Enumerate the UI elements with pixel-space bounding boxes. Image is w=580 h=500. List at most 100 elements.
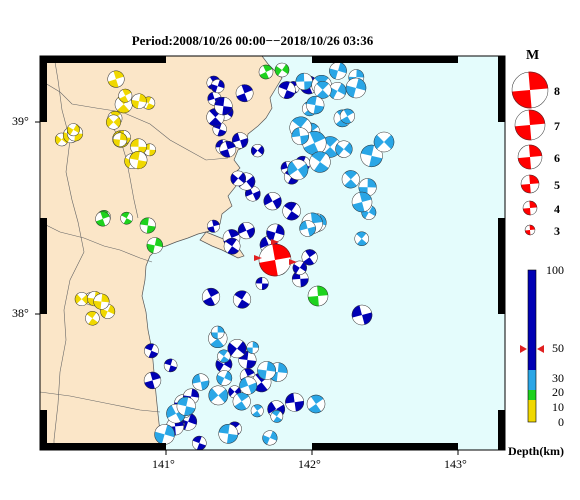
mag-label-4: 4 [554, 202, 560, 216]
depth-tick-20: 20 [552, 385, 564, 399]
event-beachball-104 [313, 81, 332, 99]
event-beachball-118 [208, 385, 229, 406]
event-beachball-offshore-1 [351, 191, 373, 213]
map-frame [35, 55, 506, 455]
event-beachball-128 [192, 373, 210, 391]
mag-label-8: 8 [554, 84, 560, 98]
depth-marker-triangle-1 [537, 345, 544, 354]
event-beachball-64 [277, 81, 296, 99]
map-title: Period:2008/10/26 00:00−−2018/10/26 03:3… [131, 33, 374, 48]
magnitude-legend-ball-7 [514, 109, 546, 141]
magnitude-legend-header: M [526, 48, 540, 63]
mag-label-7: 7 [554, 119, 560, 133]
event-beachball-offshore-3 [307, 285, 329, 307]
event-beachball-129 [176, 396, 196, 416]
lon-label-143: 143° [444, 457, 467, 471]
depth-tick-10: 10 [552, 400, 564, 414]
depth-axis-label: Depth(km) [508, 444, 564, 458]
event-beachball-offshore-4 [306, 394, 326, 414]
magnitude-legend-ball-5 [520, 174, 540, 194]
lat-label-38: 38° [12, 306, 29, 320]
event-beachball-35 [223, 237, 241, 255]
event-beachball-51 [201, 287, 221, 307]
event-beachball-offshore-5 [345, 77, 367, 99]
depth-marker-triangle-0 [520, 345, 527, 354]
event-beachball-88 [354, 231, 369, 246]
event-beachball-52 [266, 223, 285, 242]
mag-label-3: 3 [554, 224, 560, 238]
event-beachball-72 [285, 392, 305, 412]
main-shock-marker-2 [271, 239, 279, 245]
event-beachball-43 [263, 192, 282, 211]
event-beachball-59 [210, 79, 225, 94]
event-beachball-38 [291, 270, 309, 288]
event-beachball-86 [163, 358, 178, 373]
event-beachball-offshore-6 [373, 131, 395, 153]
event-beachball-57 [232, 290, 252, 309]
event-beachball-17 [66, 123, 80, 137]
event-beachball-54 [255, 276, 269, 291]
magnitude-legend [511, 71, 549, 236]
main-shock-marker-1 [289, 259, 297, 265]
event-beachball-79 [144, 343, 159, 359]
event-beachball-114 [154, 424, 175, 445]
event-beachball-29 [207, 219, 220, 233]
depth-tick-100: 100 [546, 263, 564, 277]
event-beachball-24 [146, 237, 163, 254]
event-beachball-89 [295, 72, 313, 91]
main-shock-marker-0 [254, 255, 262, 261]
event-beachball-18 [85, 311, 100, 326]
event-beachball-13 [106, 114, 121, 130]
event-beachball-62 [214, 96, 233, 116]
main-shock-beachball [258, 243, 292, 277]
event-beachball-107 [299, 220, 316, 237]
event-beachball-121 [246, 341, 259, 354]
event-beachball-8 [131, 93, 147, 109]
event-beachball-112 [309, 151, 331, 173]
depth-tick-30: 30 [552, 371, 564, 385]
event-beachball-7 [107, 70, 125, 88]
depth-tick-50: 50 [552, 341, 564, 355]
event-beachball-28 [139, 217, 156, 234]
event-beachball-117 [262, 430, 278, 446]
event-beachball-27 [95, 211, 111, 227]
mag-label-6: 6 [554, 151, 560, 165]
event-beachball-north-1 [258, 64, 274, 80]
event-beachball-53 [301, 249, 318, 266]
event-beachball-113 [216, 370, 233, 386]
event-beachball-20 [74, 292, 89, 307]
event-beachball-31 [231, 132, 249, 149]
magnitude-legend-ball-4 [522, 200, 538, 216]
magnitude-legend-ball-8 [511, 71, 549, 109]
depth-colorbar [520, 269, 544, 423]
event-beachball-10 [112, 132, 128, 147]
event-beachball-71 [143, 371, 162, 390]
event-beachball-north-2 [274, 62, 290, 78]
event-beachball-36 [235, 84, 254, 103]
event-beachball-85 [227, 339, 247, 359]
magnitude-legend-ball-6 [517, 144, 543, 170]
event-beachball-6 [130, 138, 147, 156]
depth-marker [520, 345, 544, 354]
event-beachball-66 [230, 170, 246, 187]
event-beachball-25 [120, 211, 133, 225]
event-beachball-32 [250, 143, 265, 158]
lon-label-142: 142° [298, 457, 321, 471]
event-beachball-111 [291, 127, 309, 145]
event-beachball-60 [237, 222, 255, 240]
event-beachball-124 [257, 361, 276, 380]
event-beachball-98 [287, 159, 309, 181]
magnitude-legend-ball-3 [524, 224, 536, 236]
event-beachball-126 [210, 325, 225, 340]
mag-label-5: 5 [554, 178, 560, 192]
event-beachball-127 [217, 349, 231, 363]
event-beachball-23 [93, 293, 110, 310]
event-beachball-109 [335, 140, 353, 158]
event-beachball-116 [270, 410, 284, 423]
event-beachball-39 [219, 140, 237, 158]
event-beachball-99 [339, 108, 355, 124]
event-beachball-130 [250, 404, 264, 418]
event-beachball-46 [292, 260, 307, 275]
event-beachball-119 [218, 423, 239, 444]
